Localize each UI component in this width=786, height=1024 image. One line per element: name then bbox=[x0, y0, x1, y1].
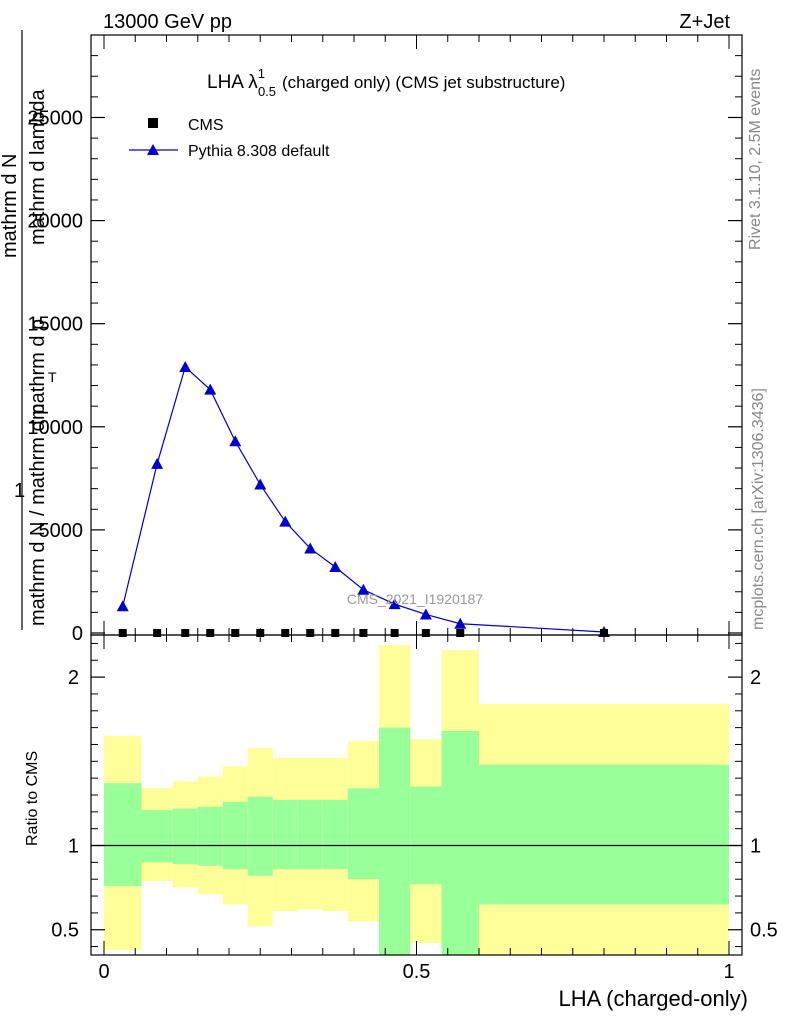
legend-cms-label: CMS bbox=[188, 117, 224, 134]
top-ytick-label: 5000 bbox=[39, 520, 84, 542]
y-axis-label-numerator: 1 bbox=[14, 480, 25, 502]
y-axis-label-top: 1 mathrm d N / mathrm d p mathrm d N mat… bbox=[0, 30, 57, 630]
header-right-label: Z+Jet bbox=[679, 11, 730, 33]
y-axis-label-rotated-4: mathrm d lambda bbox=[27, 89, 49, 245]
cms-point bbox=[118, 629, 127, 637]
ratio-ytick-label-right: 0.5 bbox=[750, 920, 778, 942]
ratio-band-inner bbox=[441, 731, 479, 955]
ratio-y-axis-label: Ratio to CMS bbox=[24, 751, 41, 846]
pythia-point bbox=[304, 542, 317, 554]
legend-pythia-marker bbox=[147, 144, 159, 155]
cms-point bbox=[331, 629, 340, 637]
ratio-band-inner bbox=[410, 786, 442, 885]
plot-title-subscript: 0.5 bbox=[258, 84, 276, 99]
cms-point bbox=[206, 629, 215, 637]
cms-point bbox=[281, 629, 290, 637]
ratio-ytick-label: 1 bbox=[68, 836, 79, 858]
top-ytick-label: 10000 bbox=[27, 417, 83, 439]
ratio-band-inner bbox=[322, 800, 348, 870]
ratio-band-inner bbox=[347, 788, 379, 880]
pythia-point bbox=[204, 383, 217, 395]
cms-point bbox=[231, 629, 240, 637]
plot-title: LHA λ1 0.5 (charged only) (CMS jet substru… bbox=[207, 66, 565, 99]
ratio-band-inner bbox=[104, 783, 142, 886]
ratio-xtick-label: 0 bbox=[98, 961, 109, 983]
top-ytick-label: 0 bbox=[72, 623, 83, 645]
cms-point bbox=[181, 629, 190, 637]
pythia-point bbox=[279, 515, 292, 527]
x-axis-label: LHA (charged-only) bbox=[558, 986, 748, 1011]
cms-point bbox=[456, 629, 465, 637]
legend-pythia-label: Pythia 8.308 default bbox=[188, 143, 330, 160]
pythia-point bbox=[454, 617, 467, 629]
ratio-band-inner bbox=[247, 796, 273, 876]
y-axis-label-subscript: T bbox=[48, 369, 57, 385]
top-series-group bbox=[116, 360, 610, 637]
pythia-point bbox=[419, 608, 432, 620]
ratio-band-inner bbox=[197, 806, 223, 866]
pythia-point bbox=[357, 583, 370, 595]
mcplots-label: mcplots.cern.ch [arXiv:1306.3436] bbox=[750, 388, 767, 630]
ratio-axis-ticks: 0.5 0.5 1 1 2 2 0 0.5 1 bbox=[51, 635, 778, 983]
pythia-point bbox=[254, 478, 267, 490]
analysis-watermark: CMS_2021_I1920187 bbox=[347, 591, 483, 607]
cms-point bbox=[359, 629, 368, 637]
header-left-label: 13000 GeV pp bbox=[103, 11, 232, 33]
pythia-point bbox=[229, 435, 242, 447]
ratio-ytick-label-right: 1 bbox=[750, 836, 761, 858]
plot-title-main: LHA λ bbox=[207, 72, 258, 93]
ratio-band-inner bbox=[222, 801, 248, 870]
y-axis-label-rotated-3: mathrm d p bbox=[27, 319, 49, 420]
cms-point bbox=[421, 629, 430, 637]
top-ytick-label: 20000 bbox=[27, 211, 83, 233]
plot-title-suffix: (charged only) (CMS jet substructure) bbox=[282, 73, 565, 92]
ratio-band-inner bbox=[141, 810, 173, 863]
pythia-point bbox=[388, 598, 401, 610]
ratio-ytick-label-right: 2 bbox=[750, 667, 761, 689]
ratio-band-inner bbox=[479, 764, 729, 905]
rivet-version-label: Rivet 3.1.10, 2.5M events bbox=[747, 69, 764, 250]
ratio-ytick-label: 2 bbox=[68, 667, 79, 689]
ratio-band-inner bbox=[379, 727, 411, 955]
top-ytick-label: 25000 bbox=[27, 107, 83, 129]
pythia-point bbox=[329, 561, 342, 573]
cms-point bbox=[256, 629, 265, 637]
ratio-band-inner bbox=[272, 800, 298, 870]
ratio-band-inner bbox=[172, 808, 198, 865]
y-axis-label-rotated-2: mathrm d N bbox=[0, 154, 21, 258]
cms-point bbox=[153, 629, 162, 637]
cms-point bbox=[390, 629, 399, 637]
ratio-bands-group bbox=[104, 645, 729, 955]
plot-title-superscript: 1 bbox=[258, 66, 265, 81]
cms-point bbox=[600, 629, 608, 637]
ratio-band-inner bbox=[297, 800, 323, 870]
pythia-point bbox=[116, 600, 129, 612]
pythia-point bbox=[179, 360, 192, 372]
ratio-xtick-label: 0.5 bbox=[403, 961, 431, 983]
ratio-xtick-label: 1 bbox=[723, 961, 734, 983]
cms-point bbox=[306, 629, 315, 637]
pythia-point bbox=[151, 457, 164, 469]
legend-cms-marker bbox=[148, 118, 158, 128]
top-ytick-label: 15000 bbox=[27, 314, 83, 336]
ratio-ytick-label: 0.5 bbox=[51, 920, 79, 942]
y-axis-label-rotated-1: mathrm d N / mathrm d p bbox=[27, 404, 49, 626]
top-axis-ticks: 0 5000 10000 15000 20000 25000 bbox=[27, 34, 742, 645]
legend: CMS Pythia 8.308 default bbox=[129, 117, 330, 160]
